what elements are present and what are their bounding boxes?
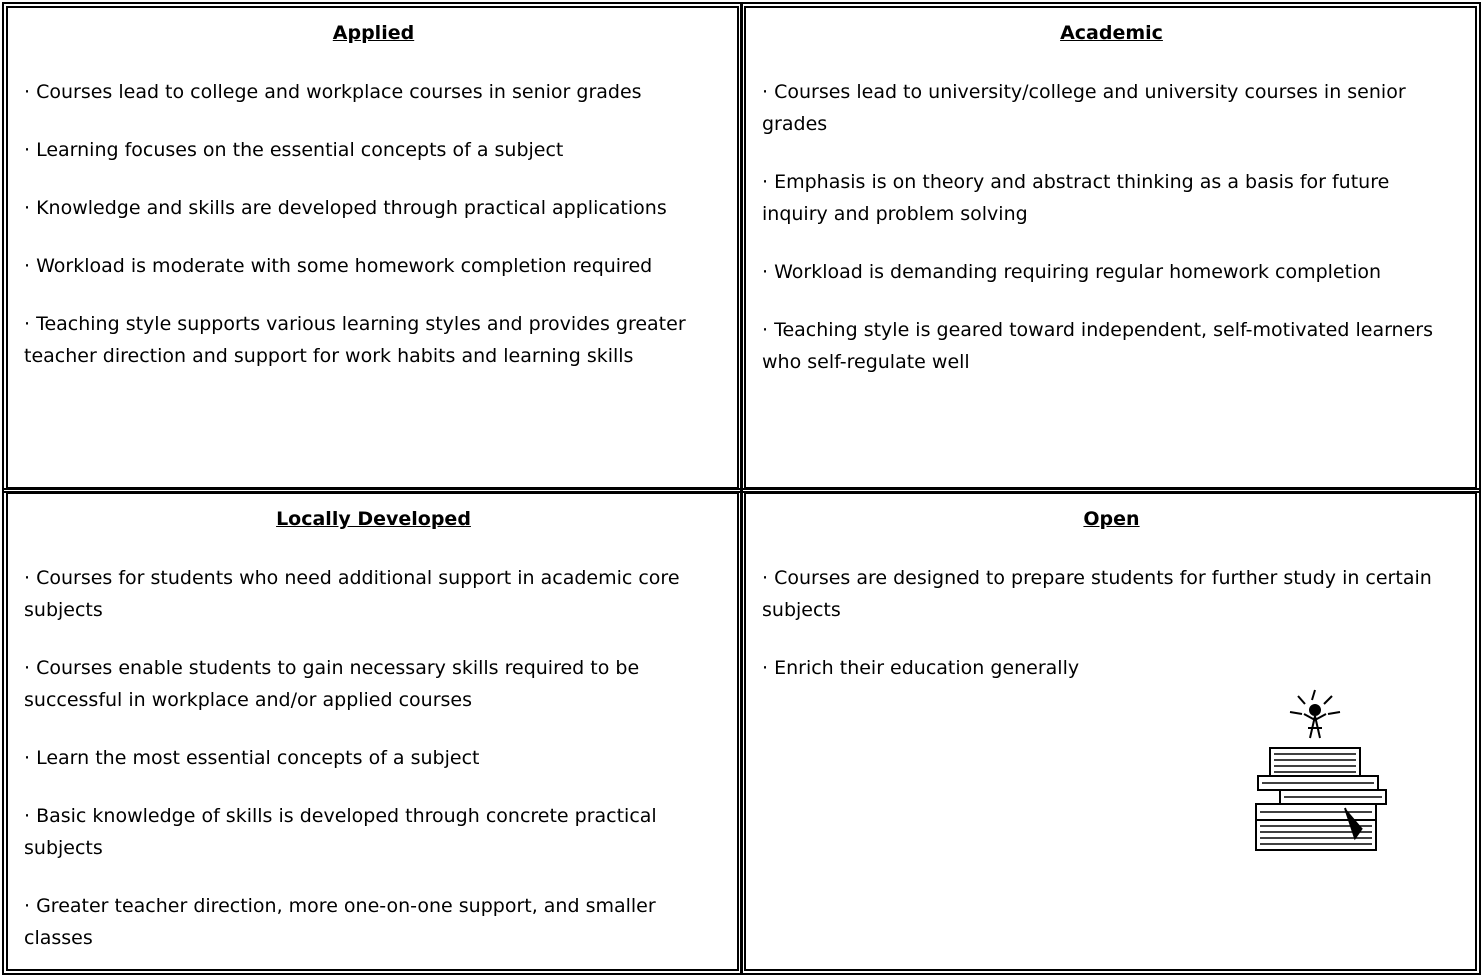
- bullet-item: · Workload is demanding requiring regula…: [762, 261, 1382, 283]
- bullet-item: · Emphasis is on theory and abstract thi…: [762, 171, 1390, 225]
- bullet-item: · Courses are designed to prepare studen…: [762, 567, 1432, 621]
- cell: Academic · Courses lead to university/co…: [740, 2, 1481, 493]
- cell-title: Applied: [332, 22, 415, 44]
- bullet-item: · Courses lead to college and workplace …: [24, 81, 642, 103]
- books-illustration: [1255, 689, 1387, 851]
- bullet-item: · Enrich their education generally: [762, 657, 1080, 679]
- bullet-item: · Learn the most essential concepts of a…: [24, 747, 480, 769]
- bullet-item: · Basic knowledge of skills is developed…: [24, 805, 657, 859]
- bullet-item: · Courses lead to university/college and…: [762, 81, 1406, 135]
- cell: Applied · Courses lead to college and wo…: [2, 2, 743, 493]
- bullet-item: · Courses enable students to gain necess…: [24, 657, 640, 711]
- bullet-item: · Workload is moderate with some homewor…: [24, 255, 653, 277]
- cell: Open · Courses are designed to prepare s…: [740, 488, 1481, 975]
- bullet-item: · Knowledge and skills are developed thr…: [24, 197, 667, 219]
- bullet-item: · Teaching style is geared toward indepe…: [762, 319, 1434, 373]
- bullet-item: · Greater teacher direction, more one-on…: [24, 895, 656, 949]
- cell: Locally Developed · Courses for students…: [2, 488, 743, 975]
- bullet-item: · Learning focuses on the essential conc…: [24, 139, 564, 161]
- cell-title: Academic: [1060, 22, 1163, 44]
- cell-title: Open: [1083, 508, 1140, 530]
- bullet-item: · Courses for students who need addition…: [24, 567, 680, 621]
- bullet-item: · Teaching style supports various learni…: [24, 313, 686, 367]
- cell-title: Locally Developed: [276, 508, 471, 530]
